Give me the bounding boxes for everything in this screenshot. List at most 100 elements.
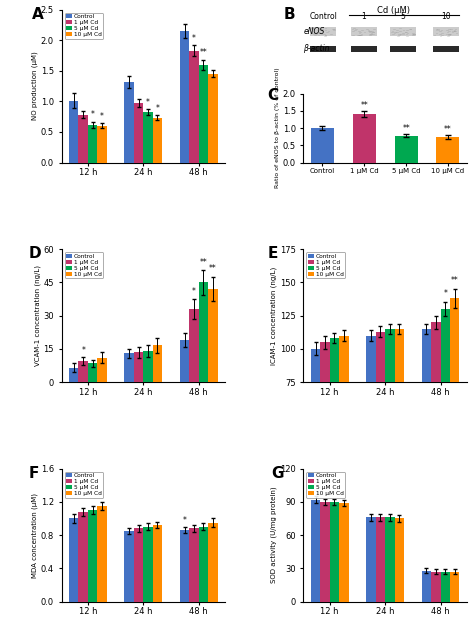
Bar (97, 506, 107, 602)
Bar (450, 298, 459, 482)
Text: *: * (443, 289, 447, 298)
Bar (390, 46, 416, 52)
Y-axis label: ICAM-1 concentration (ng/L): ICAM-1 concentration (ng/L) (271, 266, 277, 365)
Bar (134, 103, 143, 163)
Text: 1: 1 (362, 12, 366, 20)
Y-axis label: NO production (μM): NO production (μM) (32, 52, 38, 120)
Text: *: * (81, 346, 85, 355)
Bar (385, 329, 395, 482)
Bar (143, 351, 153, 382)
Text: **: ** (451, 276, 459, 285)
Text: **: ** (402, 124, 410, 132)
Y-axis label: SOD activity (U/mg protein): SOD activity (U/mg protein) (271, 487, 277, 584)
Bar (189, 529, 199, 602)
Bar (330, 502, 339, 602)
Bar (88, 364, 97, 382)
Bar (69, 518, 79, 602)
Text: **: ** (360, 101, 368, 110)
Bar (395, 329, 404, 482)
Bar (88, 510, 97, 602)
Text: eNOS: eNOS (303, 27, 325, 36)
Bar (450, 572, 459, 602)
Bar (97, 126, 107, 163)
Bar (422, 329, 431, 482)
Bar (311, 349, 320, 482)
Text: C: C (267, 88, 279, 103)
Text: **: ** (444, 125, 452, 134)
Bar (180, 340, 189, 382)
Bar (180, 530, 189, 602)
Bar (366, 335, 376, 482)
Bar (69, 367, 79, 382)
Text: G: G (271, 466, 283, 481)
Text: *: * (155, 104, 159, 113)
Text: β-actin: β-actin (303, 44, 330, 53)
Bar (330, 338, 339, 482)
Legend: Control, 1 μM Cd, 5 μM Cd, 10 μM Cd: Control, 1 μM Cd, 5 μM Cd, 10 μM Cd (306, 472, 346, 498)
Bar (189, 309, 199, 382)
Bar (153, 525, 162, 602)
Text: Control: Control (309, 12, 337, 20)
Bar (125, 353, 134, 382)
Bar (79, 512, 88, 602)
Bar (376, 332, 385, 482)
Bar (320, 342, 330, 482)
Bar (441, 572, 450, 602)
Bar (208, 74, 218, 163)
Text: D: D (29, 246, 42, 261)
Bar (339, 503, 348, 602)
Text: *: * (182, 516, 187, 525)
Bar (395, 518, 404, 602)
Text: 5: 5 (401, 12, 406, 20)
Bar (134, 352, 143, 382)
Legend: Control, 1 μM Cd, 5 μM Cd, 10 μM Cd: Control, 1 μM Cd, 5 μM Cd, 10 μM Cd (306, 252, 346, 278)
Bar (88, 125, 97, 163)
Bar (199, 282, 208, 382)
Text: B: B (284, 7, 295, 22)
Y-axis label: VCAM-1 concentration (ng/L): VCAM-1 concentration (ng/L) (34, 265, 41, 366)
Bar (143, 113, 153, 163)
Bar (433, 28, 459, 36)
Text: *: * (100, 112, 104, 121)
Text: E: E (267, 246, 278, 261)
Bar (97, 358, 107, 382)
Text: 10: 10 (441, 12, 450, 20)
Bar (134, 529, 143, 602)
Bar (69, 100, 79, 163)
Bar (153, 346, 162, 382)
Bar (431, 322, 441, 482)
Bar (390, 28, 416, 36)
Bar (311, 500, 320, 602)
Bar (189, 51, 199, 163)
Text: **: ** (200, 258, 207, 267)
Bar (385, 517, 395, 602)
Bar (441, 309, 450, 482)
Legend: Control, 1 μM Cd, 5 μM Cd, 10 μM Cd: Control, 1 μM Cd, 5 μM Cd, 10 μM Cd (64, 252, 103, 278)
Bar (431, 572, 441, 602)
Text: *: * (192, 34, 196, 43)
Bar (339, 335, 348, 482)
Text: *: * (192, 287, 196, 296)
Bar (376, 517, 385, 602)
Bar (125, 82, 134, 163)
Bar (433, 46, 459, 52)
Text: Cd (μM): Cd (μM) (377, 6, 410, 15)
Bar (125, 531, 134, 602)
Bar (199, 65, 208, 163)
Bar (153, 118, 162, 163)
Y-axis label: MDA concentration (μM): MDA concentration (μM) (31, 493, 38, 578)
Bar (310, 46, 336, 52)
Legend: Control, 1 μM Cd, 5 μM Cd, 10 μM Cd: Control, 1 μM Cd, 5 μM Cd, 10 μM Cd (64, 472, 103, 498)
Text: **: ** (200, 48, 207, 58)
Bar (351, 28, 377, 36)
Bar (79, 115, 88, 163)
Bar (320, 502, 330, 602)
Bar (208, 289, 218, 382)
Bar (353, 115, 376, 163)
Bar (143, 527, 153, 602)
Text: **: ** (209, 264, 217, 273)
Bar (437, 137, 459, 163)
Bar (310, 28, 336, 36)
Bar (422, 571, 431, 602)
Text: A: A (32, 6, 44, 22)
